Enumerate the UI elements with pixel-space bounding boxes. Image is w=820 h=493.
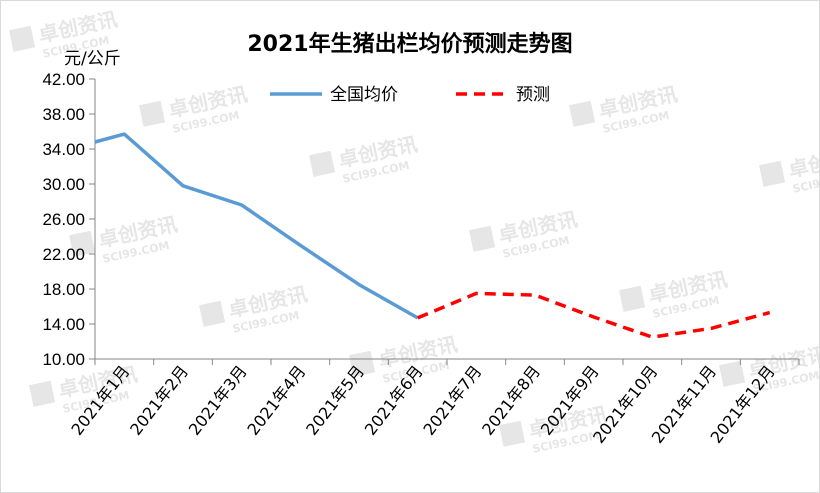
legend-entry-label: 预测	[516, 85, 550, 105]
watermark-logo-icon	[9, 25, 36, 52]
legend: 全国均价 预测	[270, 85, 550, 105]
chart-title: 2021年生猪出栏均价预测走势图	[247, 31, 572, 57]
series-layer	[94, 132, 771, 339]
y-tick-label: 34.00	[42, 140, 85, 159]
watermark-logo-icon	[569, 100, 596, 127]
series-line-forecast	[417, 291, 771, 339]
x-tick-label: 2021年4月	[243, 362, 309, 439]
y-axis-unit-label: 元/公斤	[64, 49, 121, 69]
watermark-logo-icon	[619, 285, 646, 312]
y-axis-ticks: 10.00 14.00 18.00 22.00 26.00 30.00 34.00 38.00…	[42, 70, 95, 369]
y-tick-label: 14.00	[42, 315, 85, 334]
watermark-logo-icon	[499, 420, 526, 447]
watermark-logo-icon	[349, 350, 376, 377]
y-tick-label: 10.00	[42, 350, 85, 369]
y-tick-label: 38.00	[42, 105, 85, 124]
y-tick-label: 30.00	[42, 175, 85, 194]
watermark-logo-icon	[69, 230, 96, 257]
x-tick-label: 2021年5月	[302, 362, 368, 439]
x-tick-label: 2021年3月	[185, 362, 251, 439]
series-line-national-average	[94, 132, 419, 320]
watermark-logo-icon	[29, 380, 56, 407]
watermark-logo-icon	[719, 360, 746, 387]
y-tick-label: 26.00	[42, 210, 85, 229]
y-tick-label: 42.00	[42, 70, 85, 89]
watermark-logo-icon	[759, 160, 786, 187]
watermark-logo-icon	[199, 300, 226, 327]
watermark-brand: 卓创资讯	[786, 142, 819, 182]
watermark-logo-icon	[309, 150, 336, 177]
watermark-logo-icon	[469, 225, 496, 252]
legend-entry-label: 全国均价	[330, 85, 398, 105]
y-tick-label: 22.00	[42, 245, 85, 264]
watermark-logo-icon	[139, 100, 166, 127]
y-tick-label: 18.00	[42, 280, 85, 299]
